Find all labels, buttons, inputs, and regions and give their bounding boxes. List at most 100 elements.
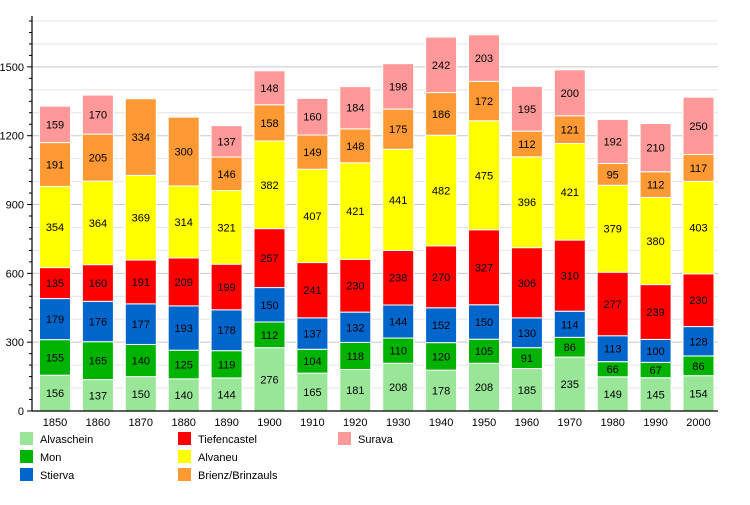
bar-segment	[510, 368, 543, 412]
bar-segment	[253, 70, 286, 106]
x-tick-label: 1920	[343, 417, 367, 429]
data-label: 238	[389, 273, 407, 285]
bar-segment	[296, 372, 329, 412]
data-label: 117	[690, 163, 708, 175]
data-label: 145	[646, 389, 664, 401]
data-label: 95	[607, 169, 619, 181]
data-label: 170	[89, 110, 107, 122]
bar-segment	[510, 156, 543, 249]
bar-segment	[167, 116, 200, 187]
x-tick-label: 1990	[643, 417, 667, 429]
legend-label: Brienz/Brinzauls	[198, 470, 278, 482]
x-tick-label: 1970	[558, 417, 582, 429]
data-label: 354	[46, 222, 64, 234]
data-label: 86	[692, 361, 704, 373]
bar-segment	[425, 307, 458, 344]
data-label: 144	[389, 317, 407, 329]
x-tick-label: 1940	[429, 417, 453, 429]
y-tick-label: 600	[6, 268, 24, 280]
x-tick-label: 1950	[472, 417, 496, 429]
bar-segment	[124, 303, 157, 345]
data-label: 241	[303, 285, 321, 297]
data-label: 270	[432, 272, 450, 284]
bar-segment	[510, 85, 543, 132]
bar-segment	[510, 317, 543, 349]
legend-label: Alvaneu	[198, 452, 238, 464]
data-label: 104	[303, 356, 321, 368]
legend-label: Mon	[40, 452, 61, 464]
data-label: 113	[604, 344, 622, 356]
data-label: 192	[604, 136, 622, 148]
data-label: 193	[175, 323, 193, 335]
bar-segment	[210, 125, 243, 158]
data-label: 208	[475, 382, 493, 394]
bar-segment	[382, 148, 415, 251]
y-tick-label: 300	[6, 337, 24, 349]
bar-segment	[382, 249, 415, 306]
bar-segment	[468, 338, 500, 364]
data-label: 175	[389, 124, 407, 136]
bar-segment	[639, 123, 672, 173]
data-label: 125	[175, 360, 193, 372]
data-label: 130	[518, 328, 536, 340]
bar-segment	[39, 185, 71, 269]
bar-segment	[382, 337, 415, 364]
data-label: 250	[689, 121, 707, 133]
data-label: 121	[561, 125, 579, 137]
bar-segment	[468, 362, 500, 412]
data-label: 327	[475, 262, 493, 274]
data-label: 321	[217, 222, 235, 234]
data-label: 150	[475, 317, 493, 329]
bar-segment	[253, 104, 286, 142]
data-label: 178	[432, 386, 450, 398]
x-tick-label: 1910	[300, 417, 324, 429]
data-label: 403	[689, 223, 707, 235]
data-label: 150	[132, 389, 150, 401]
data-label: 128	[689, 336, 707, 348]
bar-segment	[210, 156, 243, 192]
x-tick-label: 1850	[43, 417, 67, 429]
data-label: 242	[432, 60, 450, 72]
bar-segment	[167, 257, 200, 307]
bar-segment	[468, 34, 500, 82]
data-label: 205	[89, 153, 107, 165]
data-label: 120	[432, 351, 450, 363]
data-label: 146	[217, 169, 235, 181]
data-label: 105	[475, 346, 493, 358]
data-label: 86	[564, 342, 576, 354]
bar-segment	[425, 134, 458, 247]
data-label: 364	[89, 218, 107, 230]
x-tick-label: 2000	[686, 417, 710, 429]
legend-swatch	[20, 450, 33, 463]
bar-segment	[296, 317, 329, 350]
bar-segment	[468, 120, 500, 231]
data-label: 203	[475, 53, 493, 65]
data-label: 148	[346, 141, 364, 153]
x-tick-label: 1900	[257, 417, 281, 429]
data-label: 155	[46, 352, 64, 364]
data-label: 210	[646, 143, 664, 155]
x-tick-label: 1880	[171, 417, 195, 429]
legend-label: Tiefencastel	[198, 434, 257, 446]
x-tick-label: 1980	[600, 417, 624, 429]
bar-segment	[253, 287, 286, 323]
bar-segment	[210, 263, 243, 311]
data-label: 140	[175, 390, 193, 402]
bar-segment	[682, 96, 715, 156]
data-label: 159	[46, 119, 64, 131]
bar-segment	[124, 343, 157, 378]
bar-segment	[510, 130, 543, 158]
bar-segment	[682, 154, 715, 182]
bar-segment	[167, 185, 200, 259]
data-label: 148	[260, 83, 278, 95]
bar-segment	[296, 262, 329, 319]
data-label: 310	[561, 271, 579, 283]
data-label: 149	[604, 389, 622, 401]
bar-segment	[425, 36, 458, 94]
legend-swatch	[20, 432, 33, 445]
data-label: 156	[46, 388, 64, 400]
data-label: 369	[132, 213, 150, 225]
bar-segment	[210, 190, 243, 265]
bar-segment	[339, 311, 372, 343]
